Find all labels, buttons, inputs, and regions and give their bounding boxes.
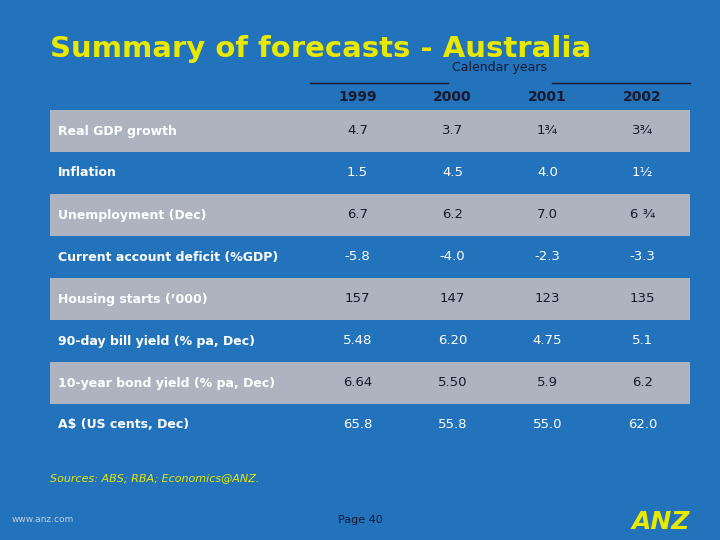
Text: 55.8: 55.8 — [438, 418, 467, 431]
Text: 157: 157 — [345, 293, 370, 306]
Text: 90-day bill yield (% pa, Dec): 90-day bill yield (% pa, Dec) — [58, 334, 255, 348]
Text: -3.3: -3.3 — [629, 251, 655, 264]
Text: 6.20: 6.20 — [438, 334, 467, 348]
Text: 3.7: 3.7 — [442, 125, 463, 138]
Text: Page 40: Page 40 — [338, 515, 382, 525]
Text: 5.50: 5.50 — [438, 376, 467, 389]
Text: Real GDP growth: Real GDP growth — [58, 125, 177, 138]
Text: Calendar years: Calendar years — [452, 62, 547, 75]
Text: 3¾: 3¾ — [632, 125, 653, 138]
Bar — [50, 110, 690, 152]
Text: -5.8: -5.8 — [345, 251, 370, 264]
Text: ANZ: ANZ — [631, 510, 690, 534]
Text: 6.64: 6.64 — [343, 376, 372, 389]
Bar — [50, 278, 690, 320]
Text: 62.0: 62.0 — [628, 418, 657, 431]
Text: 65.8: 65.8 — [343, 418, 372, 431]
Text: Unemployment (Dec): Unemployment (Dec) — [58, 208, 207, 221]
Text: 10-year bond yield (% pa, Dec): 10-year bond yield (% pa, Dec) — [58, 376, 275, 389]
Text: 1½: 1½ — [632, 166, 653, 179]
Text: 4.7: 4.7 — [347, 125, 368, 138]
Text: 5.48: 5.48 — [343, 334, 372, 348]
Text: 1999: 1999 — [338, 90, 377, 104]
Text: Sources: ABS; RBA; Economics@ANZ.: Sources: ABS; RBA; Economics@ANZ. — [50, 473, 259, 483]
Text: 4.0: 4.0 — [537, 166, 558, 179]
Text: 1¾: 1¾ — [537, 125, 558, 138]
Text: 147: 147 — [440, 293, 465, 306]
Text: 5.9: 5.9 — [537, 376, 558, 389]
Text: 5.1: 5.1 — [632, 334, 653, 348]
Bar — [50, 194, 690, 236]
Text: 2001: 2001 — [528, 90, 567, 104]
Text: 6 ¾: 6 ¾ — [630, 208, 655, 221]
Text: 123: 123 — [535, 293, 560, 306]
Text: 7.0: 7.0 — [537, 208, 558, 221]
Text: A$ (US cents, Dec): A$ (US cents, Dec) — [58, 418, 189, 431]
Text: -4.0: -4.0 — [440, 251, 465, 264]
Text: 2002: 2002 — [623, 90, 662, 104]
Text: 6.7: 6.7 — [347, 208, 368, 221]
Text: 6.2: 6.2 — [442, 208, 463, 221]
Text: 1.5: 1.5 — [347, 166, 368, 179]
Text: -2.3: -2.3 — [534, 251, 560, 264]
Text: 2000: 2000 — [433, 90, 472, 104]
Text: Summary of forecasts - Australia: Summary of forecasts - Australia — [50, 35, 591, 63]
Text: 55.0: 55.0 — [533, 418, 562, 431]
Text: www.anz.com: www.anz.com — [12, 516, 74, 524]
Text: 4.75: 4.75 — [533, 334, 562, 348]
Bar — [50, 362, 690, 404]
Text: 4.5: 4.5 — [442, 166, 463, 179]
Text: Inflation: Inflation — [58, 166, 117, 179]
Text: Housing starts (’000): Housing starts (’000) — [58, 293, 207, 306]
Text: 135: 135 — [630, 293, 655, 306]
Text: 6.2: 6.2 — [632, 376, 653, 389]
Text: Current account deficit (%GDP): Current account deficit (%GDP) — [58, 251, 278, 264]
